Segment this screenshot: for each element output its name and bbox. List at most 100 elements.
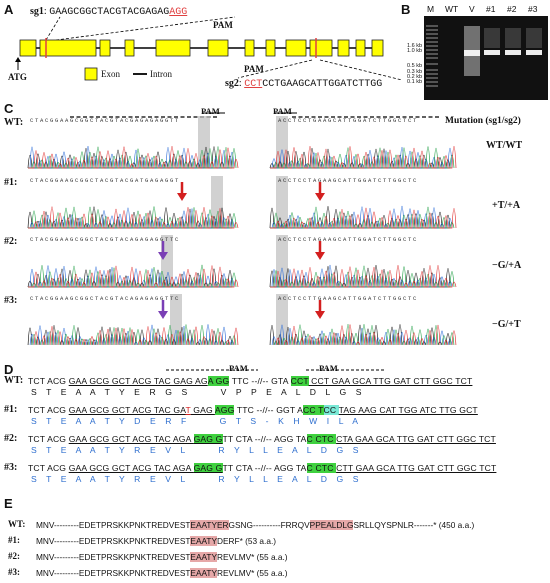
nt-seq-1: TCT ACG GAA GCG GCT ACG TAC GAT GAG AGG … [28,405,478,415]
seq-pam-right: PAM [319,363,338,373]
exon-1 [19,39,37,57]
nt-seg: TT CTA --//-- AGG TA [222,463,307,473]
chromatogram-trace [28,146,237,169]
nt-seg-target: GAA GCG GCT ACG TAC GA [68,405,186,415]
seq-row-label-1: #1: [4,404,18,415]
gel-marker-labels: 1.6 kb 1.0 kb 0.5 kb 0.3 kb 0.2 kb 0.1 k… [396,43,422,86]
chromatogram-trace [28,145,239,169]
nt-seg-target: GAA GCG GCT ACG TAC AGA [68,434,194,444]
nt-seg-pam2: CCT [290,376,309,386]
protein-row-label-wt: WT: [8,519,26,529]
seq-pam-left: PAM [229,363,248,373]
exon-8 [265,39,276,57]
sg1-pam-label: PAM [213,20,233,30]
sg2-label: sg2 [225,78,239,89]
exon-9 [285,39,307,57]
lane-label-m: M [427,4,435,14]
exon-13 [371,39,384,57]
nt-seg: TTC --//-- GGT A [234,405,304,415]
exon-10 [309,39,333,57]
mutation-wt: WT/WT [486,140,523,151]
nt-seg-target2: TAG AAG CAT TGG ATC TTG GCT [338,405,478,415]
mutation-arrow-head [177,193,187,201]
mutation-arrow-head [315,252,325,260]
exon-3 [99,39,111,57]
panel-a-label: A [4,2,14,17]
nt-seq-3: TCT ACG GAA GCG GCT ACG TAC AGA GAG GTT … [28,463,496,473]
lane-label-3: #3 [528,4,538,14]
seq-pam-lines [166,369,384,371]
protein-highlight: EAATY [190,568,218,578]
protein-seq-wt: MNV---------EDETPRSKKPNKTREDVESTEAATYERG… [36,520,474,530]
legend-exon-label: Exon [101,69,120,79]
chrom-seq-1-left: CTACGGAAGCGGCTACGTACGATGAGAGGT [30,177,181,184]
exon-12 [355,39,366,57]
chromatogram-row-label-3: #3: [4,295,18,306]
lane-label-wt: WT [445,4,459,14]
sg2-sequence: CCTGAAGCATTGGATCTTGG [262,79,383,90]
marker-100: 0.1 kb [407,79,422,86]
protein-seg: MNV---------EDETPRSKKPNKTREDVEST [36,568,191,578]
chromatogram-trace [31,324,237,345]
protein-highlight: EAATYER [190,520,229,530]
chromatogram-trace [270,264,457,288]
gel-image [424,16,548,100]
chromatogram-row-label-1: #1: [4,177,18,188]
mutation-arrow-head [158,311,168,319]
lane-label-1: #1 [486,4,496,14]
nt-seg: TTC --//-- GTA [229,376,291,386]
marker-500: 0.5 kb [407,63,422,70]
aa-text: S T E A A T Y D E R F G T S - K H W I L … [31,416,358,426]
seq-row-label-wt: WT: [4,375,24,386]
seq-row-label-3: #3: [4,462,18,473]
protein-seg: GSNG----------FRRQV [228,520,310,530]
protein-seg: REVLMV* (55 a.a.) [217,568,288,578]
chromatogram-trace [29,324,235,345]
panel-b-label: B [401,2,411,17]
legend-intron-label: Intron [150,69,172,79]
exon-5 [155,39,191,57]
nt-seg-pam2b: CC [323,405,339,415]
legend-exon-swatch [84,67,98,81]
nt-seg-target2: CTA GAA GCA TTG GAT CTT GGC TCT [336,434,496,444]
nt-seg: TCT ACG [28,405,69,415]
aa-text: S T E A A T Y R E V L R Y L L E A L D G … [31,474,359,484]
chromatogram-highlight-column [276,294,288,345]
chromatogram-trace [270,207,457,229]
nt-seg-target2: CCT GAA GCA TTG GAT CTT GGC TCT [308,376,473,386]
nt-seg-target2: CTT GAA GCA TTG GAT CTT GGC TCT [336,463,497,473]
protein-highlight: EAATY [190,552,218,562]
chromatogram-pam-left: PAM [201,106,220,116]
chromatogram-panel [27,112,457,345]
mutation-2: −G/+A [492,260,522,271]
aa-text: S T E A A T Y R E V L R Y L L E A L D G … [31,445,359,455]
exon-2 [39,39,97,57]
panel-d-label: D [4,362,14,377]
protein-seq-1: MNV---------EDETPRSKKPNKTREDVESTEAATYDER… [36,536,276,546]
protein-seg: MNV---------EDETPRSKKPNKTREDVEST [36,536,191,546]
chrom-seq-2-right: ACCTCCTAGAAGCATTGGATCTTGGCTC [278,236,419,243]
sg1-label: sg1 [30,6,44,17]
nt-seg-target: GAA GCG GCT ACG TAC GAG AG [68,376,208,386]
mutation-arrow-head [315,193,325,201]
panel-c-label: C [4,101,14,116]
lane-label-2: #2 [507,4,517,14]
aa-seq-1: S T E A A T Y D E R F G T S - K H W I L … [31,416,358,426]
mutation-3: −G/+T [492,319,521,330]
chromatogram-trace [33,326,239,345]
sg2-pam-seq: CCT [244,79,263,90]
nt-seg-target: GAA GCG GCT ACG TAC AGA [68,463,194,473]
chromatogram-trace [269,324,451,345]
chrom-seq-wt-right: ACCTCCTGAAGCATTGGATCTTGGCTCT [278,117,419,124]
chromatogram-trace [271,324,453,345]
aa-seq-3: S T E A A T Y R E V L R Y L L E A L D G … [31,474,359,484]
panel-e-label: E [4,496,13,511]
exon-11 [337,39,350,57]
atg-label: ATG [8,72,27,82]
chrom-seq-1-right: ACCTCCTAGAAGCATTGGATCTTGGCTC [278,177,419,184]
nt-seg-pam2: C CTC [306,463,337,473]
nt-seg: TCT ACG [28,376,69,386]
aa-seq-2: S T E A A T Y R E V L R Y L L E A L D G … [31,445,359,455]
protein-row-label-3: #3: [8,567,20,577]
chromatogram-trace [28,265,239,288]
